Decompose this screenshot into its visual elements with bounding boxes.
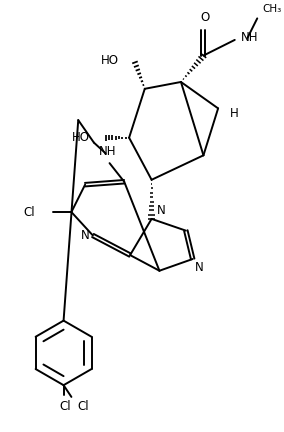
Text: O: O (201, 11, 210, 24)
Text: N: N (81, 229, 90, 242)
Text: HO: HO (101, 54, 119, 67)
Text: HO: HO (72, 131, 90, 144)
Text: Cl: Cl (24, 206, 35, 219)
Text: NH: NH (241, 32, 258, 44)
Text: CH₃: CH₃ (262, 4, 281, 15)
Text: Cl: Cl (60, 400, 71, 413)
Text: H: H (230, 107, 239, 120)
Text: NH: NH (99, 145, 116, 158)
Text: N: N (195, 261, 203, 274)
Text: Cl: Cl (77, 400, 89, 413)
Text: N: N (156, 204, 165, 217)
